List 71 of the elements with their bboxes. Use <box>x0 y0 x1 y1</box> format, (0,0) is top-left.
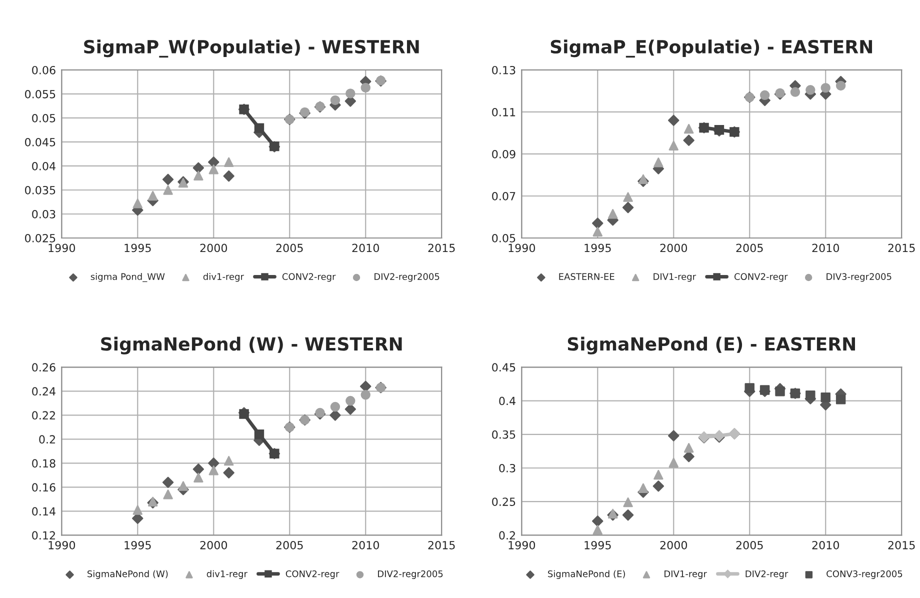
x-tick-label: 2010 <box>352 540 380 550</box>
y-tick-label: 0.4 <box>499 396 516 406</box>
x-tick-label: 1995 <box>584 540 611 550</box>
x-tick-label: 1990 <box>508 244 536 252</box>
chart-title: SigmaP_W(Populatie) - WESTERN <box>84 40 419 58</box>
y-tick-label: 0.05 <box>492 234 516 242</box>
x-tick-label: 2010 <box>812 540 840 550</box>
legend-label: sigma Pond_WW <box>90 273 165 282</box>
y-tick-label: 0.14 <box>32 507 56 516</box>
x-tick-label: 2000 <box>200 540 228 550</box>
y-tick-label: 0.35 <box>492 430 516 439</box>
legend-label: div1-regr <box>206 570 248 579</box>
legend-label: CONV2-regr <box>734 273 788 282</box>
y-tick-label: 0.2 <box>39 435 55 444</box>
legend-label: SigmaNePond (W) <box>88 570 168 579</box>
legend-label: DIV2-regr2005 <box>374 273 440 282</box>
legend-label: CONV2-regr <box>282 273 336 282</box>
x-tick-label: 1995 <box>124 244 151 252</box>
chart-title: SigmaP_E(Populatie) - EASTERN <box>550 40 872 58</box>
x-tick-label: 1995 <box>584 244 611 252</box>
x-tick-label: 2015 <box>888 540 915 550</box>
x-tick-label: 2015 <box>428 540 455 550</box>
legend-label: DIV3-regr2005 <box>826 273 892 282</box>
x-tick-label: 1990 <box>48 244 76 252</box>
x-tick-label: 2000 <box>200 244 228 252</box>
y-tick-label: 0.05 <box>32 114 56 122</box>
x-tick-label: 2005 <box>276 540 303 550</box>
legend-label: DIV2-regr2005 <box>378 570 443 579</box>
legend-label: CONV2-regr <box>286 570 340 579</box>
y-tick-label: 0.24 <box>32 387 56 396</box>
y-tick-label: 0.045 <box>25 138 56 146</box>
x-tick-label: 2010 <box>352 244 380 252</box>
y-tick-label: 0.18 <box>32 459 56 468</box>
legend-label: div1-regr <box>203 273 244 282</box>
chart-title: SigmaNePond (W) - WESTERN <box>101 336 402 354</box>
y-tick-label: 0.09 <box>492 150 516 158</box>
y-tick-label: 0.055 <box>25 90 56 98</box>
y-tick-label: 0.04 <box>32 162 56 170</box>
x-tick-label: 1990 <box>48 540 76 550</box>
legend-label: SigmaNePond (E) <box>548 570 625 579</box>
y-tick-label: 0.06 <box>32 66 56 74</box>
y-tick-label: 0.03 <box>32 210 56 218</box>
y-tick-label: 0.22 <box>32 411 55 420</box>
x-tick-label: 2005 <box>736 540 763 550</box>
x-tick-label: 1990 <box>508 540 536 550</box>
y-tick-label: 0.11 <box>492 108 516 116</box>
x-tick-label: 2000 <box>660 540 688 550</box>
y-tick-label: 0.025 <box>25 234 56 242</box>
y-tick-label: 0.12 <box>32 531 55 540</box>
legend-label: DIV2-regr <box>746 570 788 579</box>
x-tick-label: 2015 <box>888 244 915 252</box>
legend-label: DIV1-regr <box>664 570 707 579</box>
x-tick-label: 2005 <box>736 244 763 252</box>
x-tick-label: 2015 <box>428 244 455 252</box>
legend-label: EASTERN-EE <box>559 273 614 280</box>
x-tick-label: 1995 <box>124 540 151 550</box>
x-tick-label: 2010 <box>812 244 840 252</box>
y-tick-label: 0.2 <box>499 531 515 540</box>
y-tick-label: 0.07 <box>492 192 516 200</box>
y-tick-label: 0.3 <box>499 464 516 472</box>
chart-title: SigmaNePond (E) - EASTERN <box>568 336 855 354</box>
legend-label: DIV1-regr <box>654 273 696 282</box>
y-tick-label: 0.035 <box>25 186 56 194</box>
x-tick-label: 2000 <box>660 244 688 252</box>
x-tick-label: 2005 <box>276 244 303 252</box>
legend-label: CONV3-regr2005 <box>826 570 902 579</box>
y-tick-label: 0.25 <box>492 498 516 506</box>
y-tick-label: 0.45 <box>492 363 516 372</box>
y-tick-label: 0.26 <box>32 363 56 372</box>
y-tick-label: 0.13 <box>492 66 516 74</box>
y-tick-label: 0.16 <box>32 483 56 492</box>
